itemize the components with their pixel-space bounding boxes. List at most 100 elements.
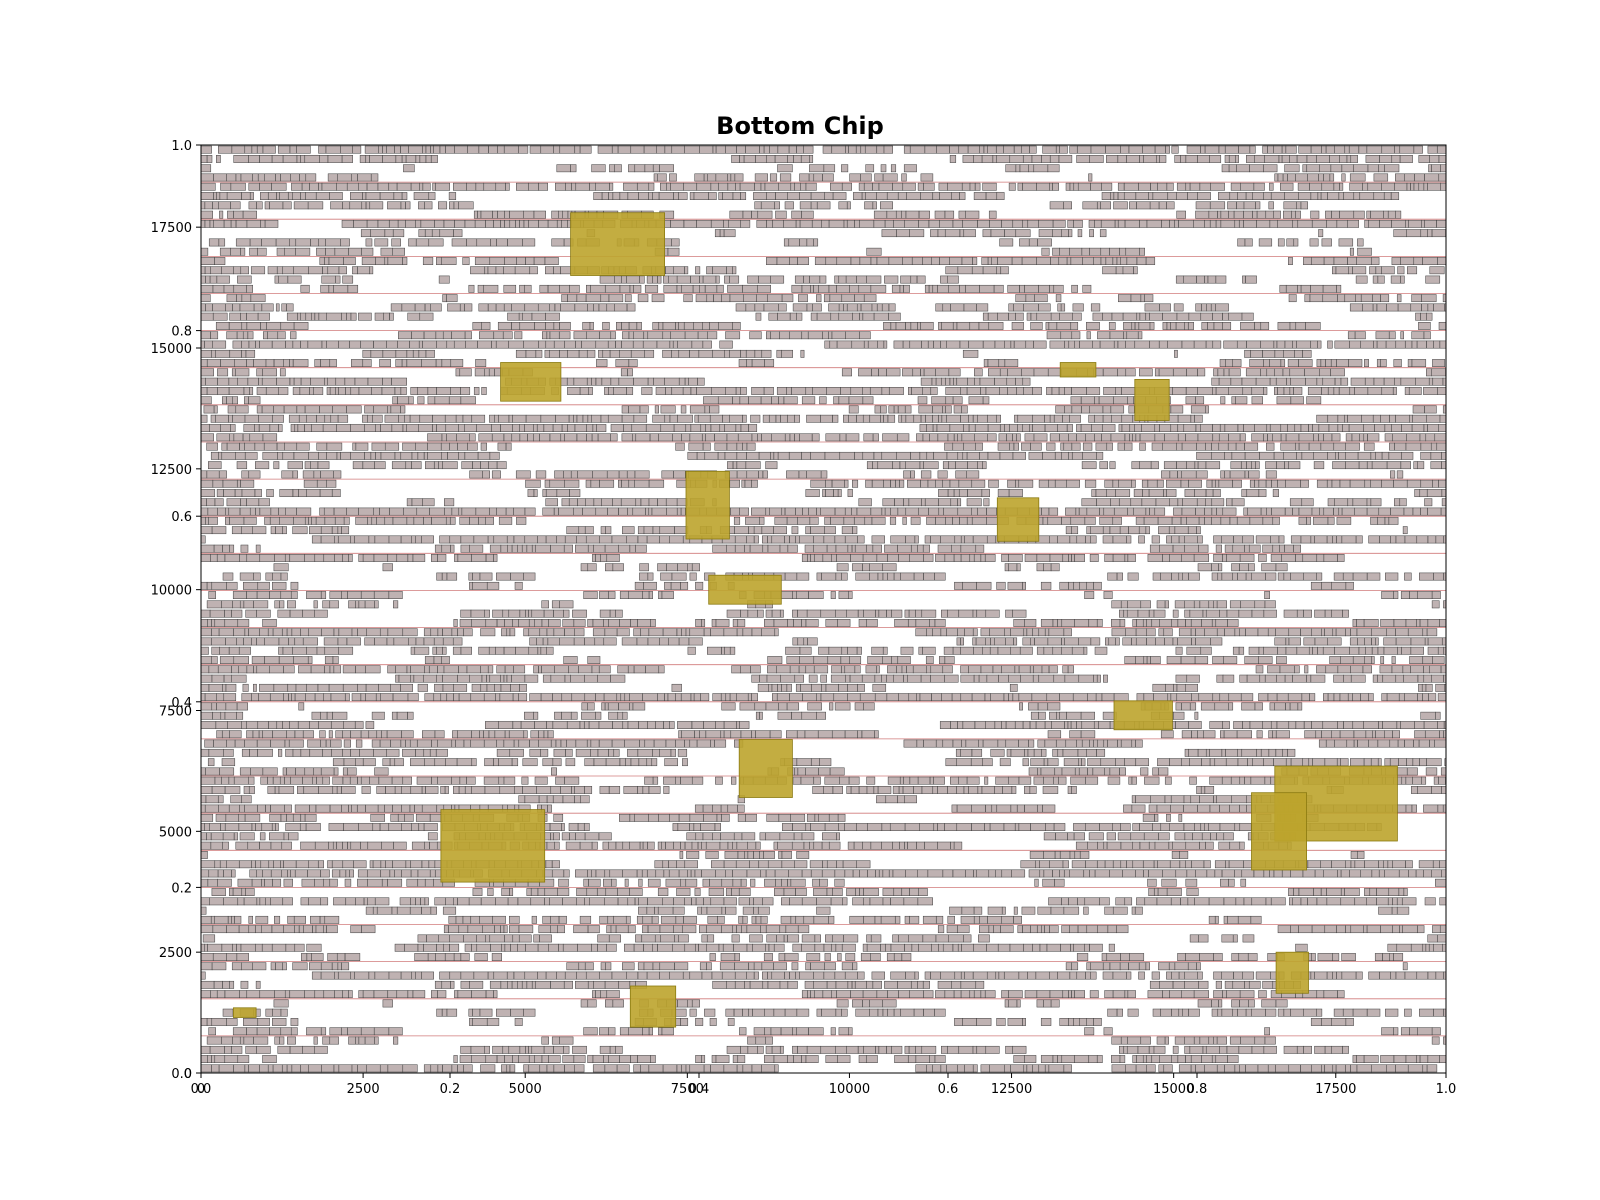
standard-cell	[1181, 702, 1191, 711]
standard-cell	[1072, 693, 1088, 702]
standard-cell	[570, 711, 578, 720]
standard-cell	[979, 284, 995, 293]
standard-cell	[615, 359, 630, 367]
standard-cell	[1001, 665, 1016, 674]
standard-cell	[1194, 461, 1199, 470]
standard-cell	[813, 238, 819, 247]
standard-cell	[310, 377, 325, 386]
standard-cell	[1338, 238, 1354, 247]
standard-cell	[236, 637, 244, 646]
standard-cell	[960, 535, 965, 544]
standard-cell	[369, 266, 374, 275]
standard-cell	[1327, 516, 1335, 525]
standard-cell	[206, 470, 220, 479]
standard-cell	[1099, 516, 1114, 525]
standard-cell	[590, 284, 606, 293]
standard-cell	[1136, 693, 1145, 702]
standard-cell	[1215, 479, 1220, 488]
standard-cell	[379, 628, 389, 637]
standard-cell	[419, 414, 433, 423]
standard-cell	[937, 284, 949, 293]
standard-cell	[411, 451, 419, 460]
standard-cell	[354, 377, 369, 386]
standard-cell	[365, 155, 370, 163]
standard-cell	[1220, 516, 1231, 525]
standard-cell	[1290, 572, 1304, 581]
standard-cell	[621, 322, 630, 330]
standard-cell	[408, 238, 417, 247]
standard-cell	[979, 451, 989, 460]
standard-cell	[963, 229, 976, 238]
standard-cell	[400, 201, 406, 210]
standard-cell	[314, 359, 321, 367]
standard-cell	[645, 424, 662, 432]
standard-cell	[731, 155, 740, 163]
standard-cell	[949, 145, 960, 154]
standard-cell	[836, 340, 853, 349]
standard-cell	[689, 628, 705, 637]
standard-cell	[371, 442, 386, 451]
standard-cell	[622, 526, 635, 535]
standard-cell	[1049, 155, 1060, 163]
standard-cell	[321, 275, 336, 284]
standard-cell	[1046, 331, 1062, 340]
standard-cell	[1427, 507, 1442, 516]
standard-cell	[1159, 544, 1174, 553]
standard-cell	[370, 451, 376, 460]
standard-cell	[952, 442, 964, 451]
standard-cell	[1346, 155, 1352, 163]
standard-cell	[591, 377, 597, 386]
standard-cell	[240, 498, 247, 507]
standard-cell	[370, 173, 379, 182]
standard-cell	[1224, 155, 1230, 163]
standard-cell	[647, 572, 654, 581]
standard-cell	[972, 637, 977, 646]
standard-cell	[304, 155, 320, 163]
standard-cell	[1365, 646, 1373, 655]
standard-cell	[1431, 674, 1444, 683]
standard-cell	[629, 544, 636, 553]
standard-cell	[696, 182, 712, 191]
standard-cell	[881, 674, 887, 683]
standard-cell	[1388, 451, 1402, 460]
standard-cell	[427, 433, 443, 442]
standard-cell	[918, 210, 930, 219]
standard-cell	[1427, 182, 1441, 191]
standard-cell	[1323, 433, 1333, 442]
standard-cell	[683, 294, 693, 303]
standard-cell	[1408, 387, 1422, 395]
standard-cell	[1386, 628, 1396, 637]
standard-cell	[1205, 442, 1212, 451]
standard-cell	[1174, 349, 1178, 358]
standard-cell	[1424, 498, 1433, 507]
standard-cell	[969, 182, 976, 191]
standard-cell	[974, 721, 986, 729]
standard-cell	[1395, 414, 1410, 423]
standard-cell	[883, 340, 888, 349]
standard-cell	[836, 554, 851, 562]
standard-cell	[858, 619, 867, 627]
standard-cell	[1068, 581, 1074, 590]
standard-cell	[1295, 442, 1300, 451]
standard-cell	[361, 247, 374, 256]
standard-cell	[508, 609, 521, 618]
standard-cell	[910, 275, 918, 284]
standard-cell	[304, 554, 316, 562]
standard-cell	[528, 219, 539, 228]
standard-cell	[283, 359, 290, 367]
standard-cell	[670, 182, 684, 191]
standard-cell	[241, 349, 247, 358]
standard-cell	[844, 665, 856, 674]
standard-cell	[228, 646, 240, 655]
standard-cell	[268, 721, 278, 729]
standard-cell	[873, 312, 889, 321]
standard-cell	[1337, 665, 1351, 674]
standard-cell	[652, 526, 661, 535]
standard-cell	[464, 451, 479, 460]
standard-cell	[424, 656, 435, 664]
standard-cell	[1101, 182, 1113, 191]
standard-cell	[1404, 693, 1418, 702]
standard-cell	[1030, 442, 1042, 451]
standard-cell	[683, 322, 694, 330]
standard-cell	[1432, 377, 1444, 386]
